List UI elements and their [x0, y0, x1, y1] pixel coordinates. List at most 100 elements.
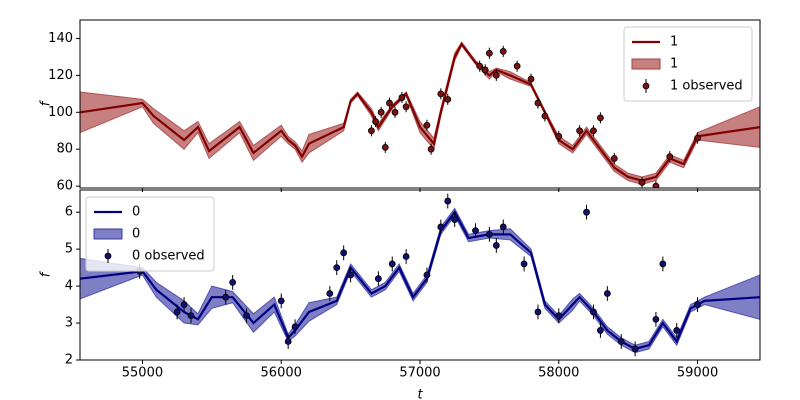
observed-point [347, 271, 355, 279]
observed-point [492, 71, 500, 79]
legend-swatch [93, 228, 123, 240]
observed-point [652, 182, 660, 188]
x-tick-label: 56000 [261, 366, 302, 381]
observed-point [388, 260, 396, 268]
legend-label: 1 [670, 35, 678, 50]
observed-point [652, 315, 660, 323]
legend-label: 0 [132, 227, 140, 242]
model-line [80, 41, 760, 182]
observed-point [402, 253, 410, 260]
observed-point [534, 99, 542, 107]
observed-point [229, 278, 237, 286]
observed-point [541, 112, 549, 120]
x-axis-label: t [417, 388, 423, 400]
observed-point [368, 127, 375, 135]
y-tick-label: 60 [56, 179, 73, 194]
observed-point [576, 127, 583, 135]
legend-label: 0 [132, 205, 140, 220]
legend-box [623, 26, 753, 102]
observed-point [603, 290, 611, 297]
observed-point [476, 62, 484, 70]
observed-point [180, 301, 188, 308]
observed-point [597, 114, 604, 122]
observed-point [590, 308, 597, 316]
y-tick-label: 4 [65, 279, 73, 294]
y-tick-label: 5 [65, 242, 73, 257]
observed-point [398, 94, 406, 101]
y-tick-label: 120 [48, 68, 73, 83]
observed-point [492, 242, 500, 249]
observed-point [555, 312, 563, 320]
observed-point [597, 327, 604, 334]
observed-point [333, 264, 341, 272]
observed-point [481, 66, 489, 74]
observed-point [444, 197, 452, 205]
observed-point [391, 108, 399, 116]
x-tick-label: 57000 [399, 366, 440, 381]
legend-box [85, 196, 215, 272]
observed-point [402, 103, 410, 111]
y-axis-label: f [39, 270, 54, 277]
observed-point [513, 62, 521, 70]
y-tick-label: 2 [65, 353, 73, 368]
y-tick-label: 80 [56, 142, 73, 157]
observed-point [451, 216, 459, 223]
observed-point [423, 271, 431, 279]
observed-point [610, 155, 618, 162]
observed-point [485, 230, 493, 238]
observed-point [437, 90, 445, 98]
observed-point [617, 338, 625, 345]
y-tick-label: 6 [65, 205, 73, 220]
observed-point [666, 153, 674, 161]
confidence-band [80, 207, 760, 354]
plot-area [80, 41, 760, 188]
observed-point [472, 227, 479, 235]
observed-point [377, 108, 385, 116]
observed-point [659, 260, 667, 268]
observed-point [372, 118, 379, 125]
legend-label: 1 observed [670, 79, 743, 94]
observed-point [386, 99, 393, 107]
y-axis-label: f [39, 99, 54, 106]
y-tick-label: 3 [65, 316, 73, 331]
observed-point [444, 95, 452, 103]
observed-point [277, 297, 285, 305]
observed-point [187, 312, 195, 320]
legend-label: 0 observed [132, 249, 205, 264]
observed-point [590, 127, 597, 135]
observed-point [694, 134, 701, 142]
observed-point [499, 47, 507, 55]
observed-point [527, 75, 535, 83]
observed-point [326, 290, 334, 297]
x-tick-label: 55000 [122, 366, 163, 381]
x-tick-label: 58000 [538, 366, 579, 381]
observed-point [499, 223, 507, 231]
observed-point [638, 179, 646, 186]
observed-point [381, 143, 389, 151]
legend-swatch [104, 252, 112, 260]
observed-point [437, 223, 445, 231]
observed-point [340, 249, 348, 257]
y-tick-label: 100 [48, 105, 73, 120]
observed-point [583, 208, 590, 216]
observed-point [291, 323, 299, 331]
observed-point [243, 312, 250, 320]
observed-point [520, 260, 528, 268]
observed-point [173, 308, 181, 316]
plot-area [80, 193, 760, 357]
x-tick-label: 59000 [677, 366, 718, 381]
observed-point [673, 327, 681, 334]
observed-point [485, 49, 493, 57]
y-tick-label: 140 [48, 31, 73, 46]
observed-point [427, 145, 435, 153]
observed-point [631, 345, 639, 353]
observed-point [423, 121, 431, 129]
observed-point [534, 308, 542, 316]
observed-point [222, 293, 230, 301]
observed-point [374, 275, 382, 283]
observed-point [284, 338, 292, 345]
observed-point [555, 132, 563, 140]
legend-label: 1 [670, 57, 678, 72]
legend-swatch [642, 82, 650, 90]
